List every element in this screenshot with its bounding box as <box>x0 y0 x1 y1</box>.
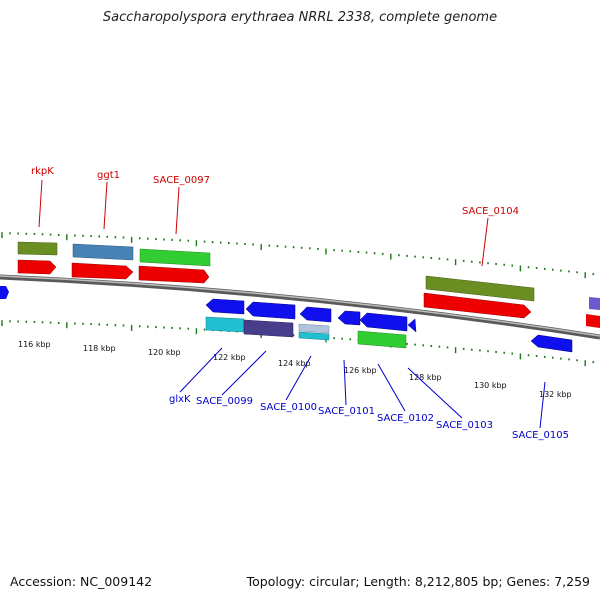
gene-block-SACE_0104-feature[interactable] <box>425 275 535 302</box>
gene-block-ggt1-feature[interactable] <box>72 243 134 261</box>
gene-arrow-glxK[interactable] <box>205 298 245 315</box>
accession-label: Accession: NC_009142 <box>10 574 153 589</box>
gene-label-rkpK[interactable]: rkpK <box>31 166 54 177</box>
gene-arrow-SACE_0099[interactable] <box>245 301 296 320</box>
axis-tick-label: 118 kbp <box>83 344 116 353</box>
genome-summary: Topology: circular; Length: 8,212,805 bp… <box>246 574 590 589</box>
axis-tick-label: 130 kbp <box>474 381 507 390</box>
gene-label-glxK[interactable]: glxK <box>169 394 191 405</box>
axis-tick-labels: 116 kbp 118 kbp 120 kbp 122 kbp 124 kbp … <box>18 340 572 399</box>
gene-block-partial-right[interactable] <box>589 297 600 310</box>
axis-tick-label: 116 kbp <box>18 340 51 349</box>
forward-leader-lines <box>38 179 489 267</box>
forward-gene-blocks <box>0 241 600 328</box>
gene-label-SACE_0099[interactable]: SACE_0099 <box>196 396 253 407</box>
gene-arrow-SACE_0097[interactable] <box>138 265 210 284</box>
gene-arrow-SACE_0102[interactable] <box>359 312 408 332</box>
gene-arrow-SACE_0105[interactable] <box>530 334 573 353</box>
axis-tick-label: 122 kbp <box>213 353 246 362</box>
gene-arrow-partial-right[interactable] <box>586 314 600 328</box>
gene-block-SACE_0099-feature[interactable] <box>243 319 294 338</box>
genome-title: Saccharopolyspora erythraea NRRL 2338, c… <box>102 10 498 25</box>
gene-arrow-SACE_0100[interactable] <box>299 306 332 323</box>
axis-tick-label: 128 kbp <box>409 373 442 382</box>
axis-tick-label: 126 kbp <box>344 366 377 375</box>
gene-arrow-SACE_0103[interactable] <box>407 318 417 333</box>
gene-label-SACE_0097[interactable]: SACE_0097 <box>153 175 210 186</box>
gene-block-SACE_0097-feature[interactable] <box>139 248 211 267</box>
gene-label-ggt1[interactable]: ggt1 <box>97 170 120 181</box>
gene-label-SACE_0101[interactable]: SACE_0101 <box>318 406 375 417</box>
gene-arrow-SACE_0104[interactable] <box>423 292 532 319</box>
gene-arrow-ggt1[interactable] <box>71 262 134 280</box>
gene-block-glxK-feature[interactable] <box>205 316 245 333</box>
gene-block-SACE_0100-feature-b[interactable] <box>298 331 330 341</box>
gene-label-SACE_0102[interactable]: SACE_0102 <box>377 413 434 424</box>
reverse-leader-lines <box>179 347 546 429</box>
gene-arrow-SACE_0101[interactable] <box>337 310 361 326</box>
backbone <box>0 274 600 340</box>
forward-track-dots <box>1 232 595 279</box>
gene-label-SACE_0100[interactable]: SACE_0100 <box>260 402 317 413</box>
axis-tick-label: 124 kbp <box>278 359 311 368</box>
reverse-gene-blocks <box>205 298 573 353</box>
reverse-gene-labels: glxK SACE_0099 SACE_0100 SACE_0101 SACE_… <box>169 394 569 441</box>
axis-tick-label: 132 kbp <box>539 390 572 399</box>
gene-block-SACE_0102-feature[interactable] <box>357 330 407 349</box>
axis-tick-label: 120 kbp <box>148 348 181 357</box>
gene-arrow-rkpK[interactable] <box>17 259 57 275</box>
gene-label-SACE_0105[interactable]: SACE_0105 <box>512 430 569 441</box>
gene-block-SACE_0100-feature-a[interactable] <box>298 323 330 334</box>
gene-label-SACE_0103[interactable]: SACE_0103 <box>436 420 493 431</box>
gene-block-rkpK-feature[interactable] <box>17 241 58 256</box>
gene-label-SACE_0104[interactable]: SACE_0104 <box>462 206 519 217</box>
forward-gene-labels: rkpK ggt1 SACE_0097 SACE_0104 <box>31 166 519 217</box>
gene-arrow-partial[interactable] <box>0 286 9 299</box>
